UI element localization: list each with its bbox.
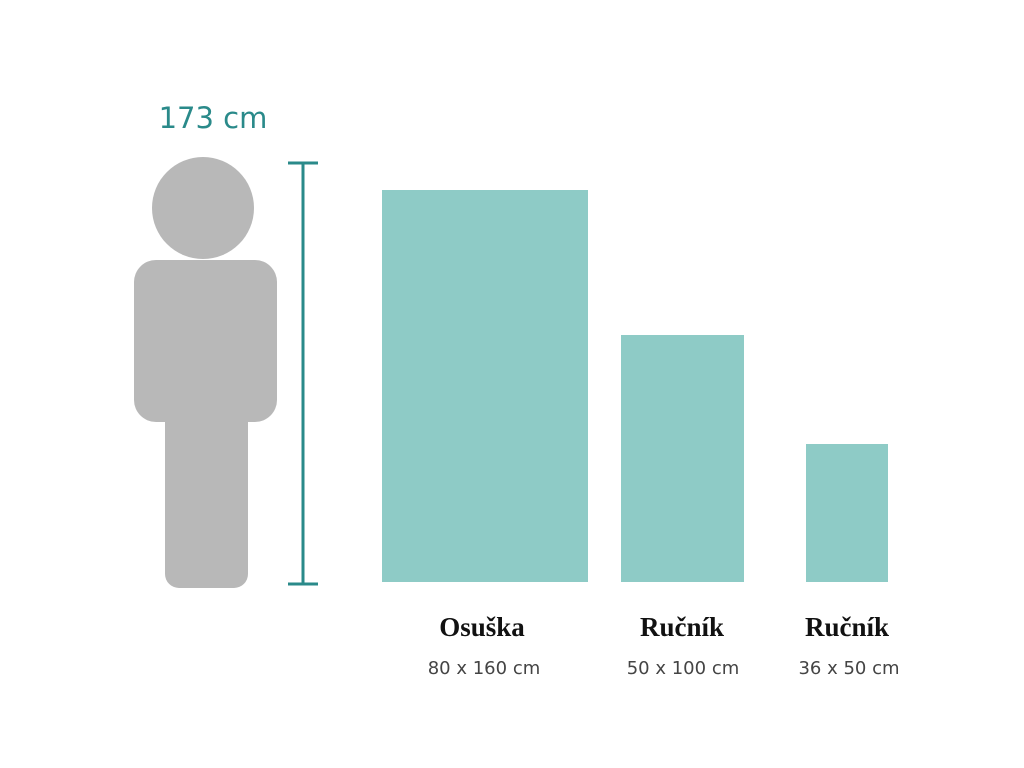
height-indicator bbox=[288, 161, 318, 586]
towel-size: 36 x 50 cm bbox=[798, 658, 899, 679]
person-legs bbox=[165, 400, 248, 588]
height-label: 173 cm bbox=[159, 101, 268, 135]
towel-name: Ručník bbox=[805, 612, 889, 642]
towel-size: 50 x 100 cm bbox=[627, 658, 740, 679]
towel-size: 80 x 160 cm bbox=[428, 658, 541, 679]
person-head bbox=[152, 157, 254, 259]
towel-medium bbox=[621, 335, 744, 582]
person-figure bbox=[134, 157, 277, 588]
towel-name: Osuška bbox=[439, 612, 525, 642]
towel-large bbox=[382, 190, 588, 582]
towel-name: Ručník bbox=[640, 612, 724, 642]
towel-small bbox=[806, 444, 888, 582]
person-body bbox=[134, 260, 277, 422]
